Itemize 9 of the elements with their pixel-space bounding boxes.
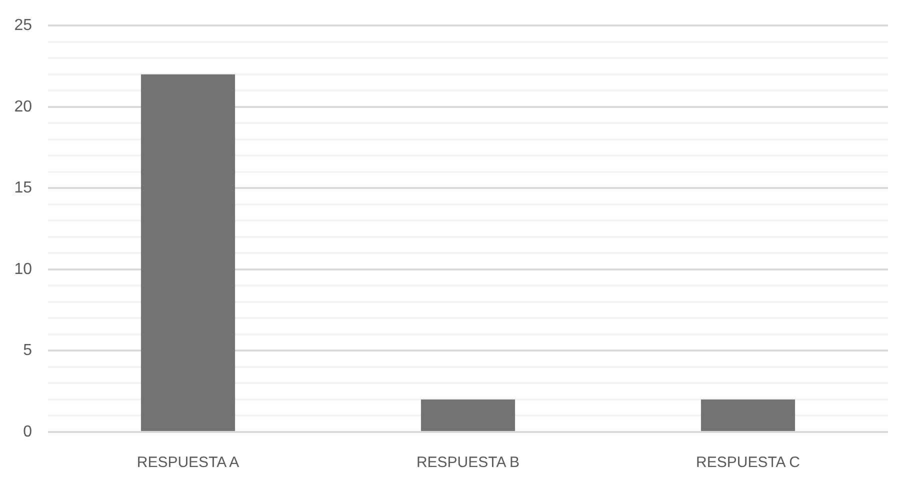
y-tick-label: 20 bbox=[14, 98, 32, 116]
y-tick-label: 10 bbox=[14, 260, 32, 278]
x-tick-label: RESPUESTA B bbox=[416, 454, 520, 472]
y-tick-label: 5 bbox=[23, 342, 32, 360]
y-tick-label: 15 bbox=[14, 180, 32, 197]
x-tick-label: RESPUESTA C bbox=[696, 454, 800, 472]
y-tick-label: 25 bbox=[14, 17, 32, 34]
x-tick-label: RESPUESTA A bbox=[136, 454, 240, 472]
y-tick-label: 0 bbox=[23, 423, 32, 440]
